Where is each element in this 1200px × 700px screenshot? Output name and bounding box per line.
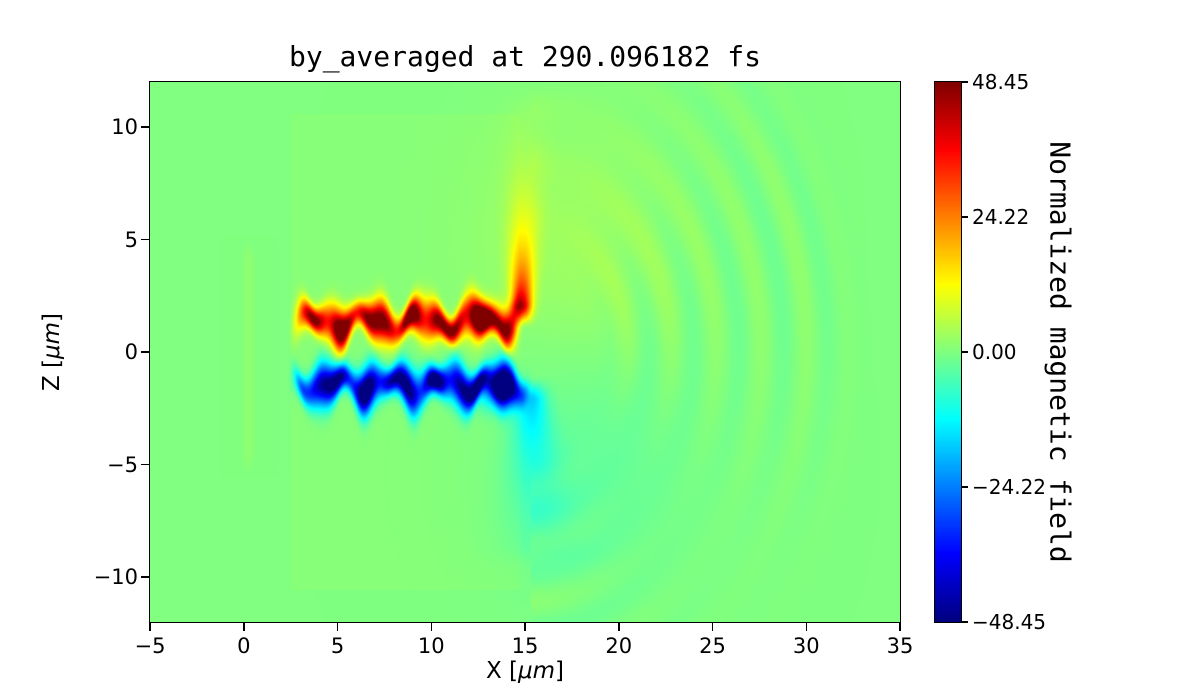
colorbar-tick	[962, 351, 968, 353]
x-tick-label: 30	[792, 634, 820, 658]
x-tick-label: 15	[511, 634, 539, 658]
x-axis-label: X [μm]	[150, 658, 900, 684]
y-tick	[141, 463, 149, 466]
x-tick	[711, 623, 714, 631]
y-tick-label: 10	[111, 115, 138, 139]
y-axis-label-units: μm	[39, 321, 65, 359]
y-axis-label-pre: Z [	[39, 358, 65, 392]
colorbar-tick	[962, 621, 968, 623]
x-tick-label: 0	[237, 634, 251, 658]
colorbar	[934, 81, 962, 623]
plot-area	[149, 81, 901, 623]
colorbar-label: Normalized magnetic field	[1043, 141, 1077, 563]
x-axis-label-pre: X [	[485, 658, 518, 684]
colorbar-tick	[962, 81, 968, 83]
colorbar-gradient	[935, 82, 961, 622]
colorbar-tick	[962, 216, 968, 218]
colorbar-tick-label: 0.00	[972, 340, 1017, 364]
x-tick	[149, 623, 151, 631]
y-tick	[141, 126, 149, 128]
x-tick	[336, 623, 339, 631]
colorbar-tick	[962, 486, 968, 488]
y-axis-label: Z [μm]	[39, 313, 65, 391]
y-tick-label: −5	[107, 452, 138, 477]
y-axis-label-post: ]	[39, 312, 65, 322]
x-tick	[243, 623, 245, 631]
y-tick-label: 0	[124, 340, 138, 364]
colorbar-tick-label: 24.22	[972, 205, 1030, 230]
x-tick-label: 10	[417, 634, 445, 658]
colorbar-tick-label: 48.45	[972, 70, 1030, 94]
x-axis-label-units: μm	[518, 658, 556, 684]
y-tick-label: −10	[93, 565, 138, 589]
x-tick	[805, 623, 807, 631]
x-tick	[430, 623, 432, 631]
colorbar-tick-label: −24.22	[972, 474, 1047, 499]
y-tick	[141, 351, 149, 353]
chart-title: by_averaged at 290.096182 fs	[288, 40, 761, 73]
x-tick	[524, 623, 526, 631]
x-tick	[899, 623, 901, 631]
x-tick-label: 25	[699, 634, 726, 658]
x-axis-label-post: ]	[555, 658, 565, 684]
y-tick-label: 5	[124, 227, 138, 252]
y-tick	[141, 238, 149, 241]
heatmap-canvas	[150, 82, 900, 622]
x-tick-label: −5	[134, 634, 166, 658]
x-tick-label: 20	[605, 634, 633, 658]
x-tick	[618, 623, 620, 631]
x-tick-label: 5	[330, 634, 345, 658]
colorbar-tick-label: −48.45	[972, 610, 1047, 634]
x-tick-label: 35	[886, 634, 914, 658]
y-tick	[141, 576, 149, 578]
